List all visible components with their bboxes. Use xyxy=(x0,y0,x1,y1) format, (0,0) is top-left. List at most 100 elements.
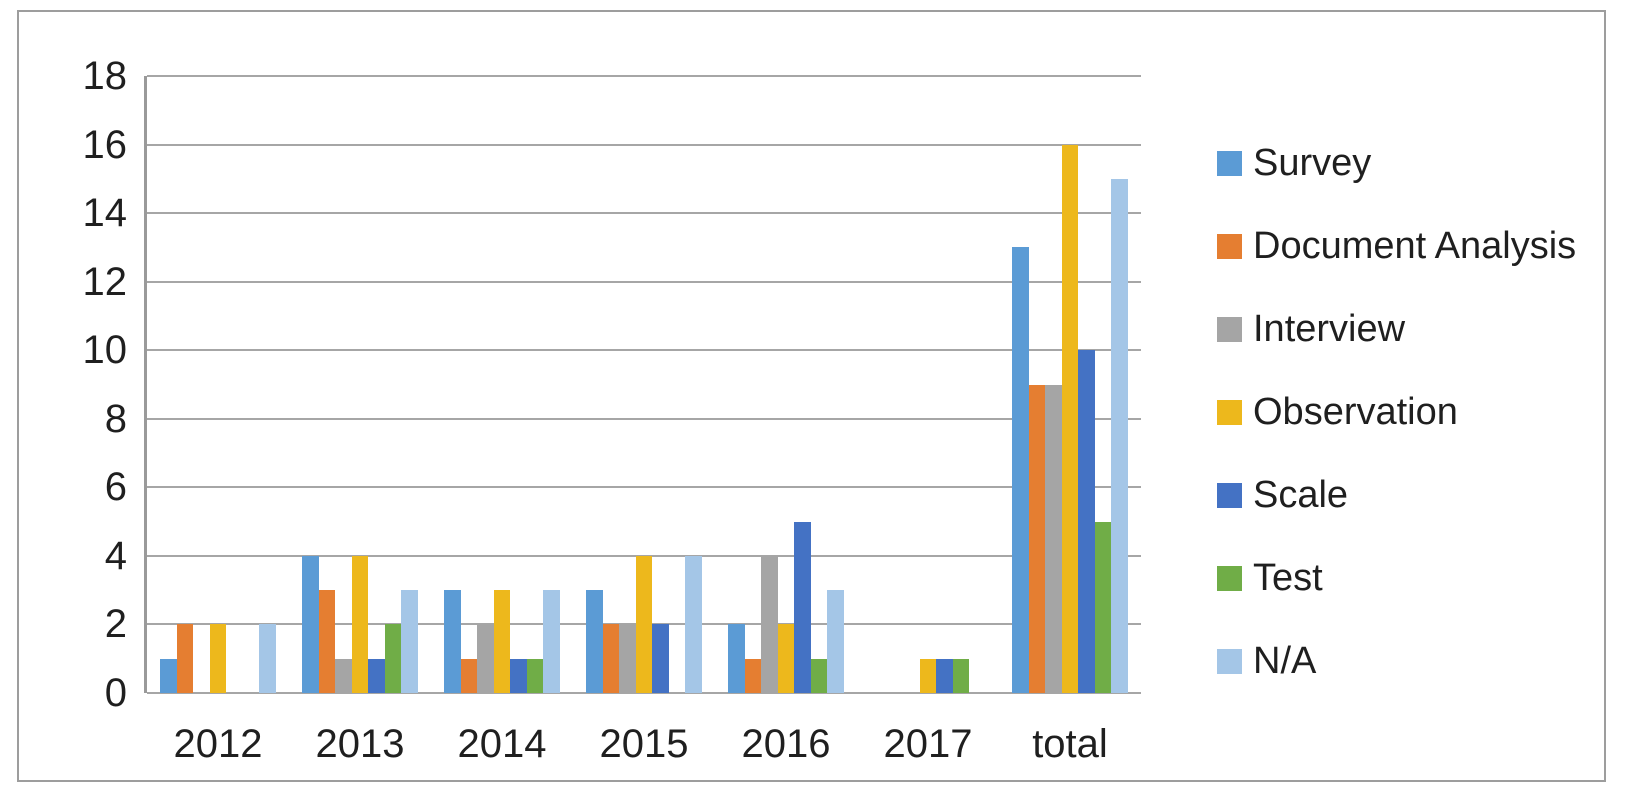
legend: Survey Document Analysis Interview Observat… xyxy=(1217,138,1576,719)
bar-slot-observation-2012 xyxy=(209,76,227,693)
bar-scale-total xyxy=(1078,350,1095,693)
y-axis-line xyxy=(144,76,147,693)
y-axis-tick-label-18: 18 xyxy=(82,54,128,98)
bar-document-analysis-2014 xyxy=(460,658,478,693)
legend-color-swatch-n-a xyxy=(1217,648,1242,674)
bar-scale-2016 xyxy=(794,521,811,693)
bar-scale-2013 xyxy=(368,658,385,693)
y-axis-tick-label-10: 10 xyxy=(82,328,128,373)
bar-slot-n-a-2012 xyxy=(259,76,277,693)
bar-slot-document-analysis-2014 xyxy=(460,76,478,693)
bar-slot-n-a-2014 xyxy=(543,76,561,693)
bar-slot-survey-2015 xyxy=(586,76,603,693)
legend-color-swatch-scale xyxy=(1217,482,1242,508)
bar-n-a-2015 xyxy=(685,555,703,693)
y-axis-tick-label-8: 8 xyxy=(104,396,127,441)
bar-group-2012 xyxy=(147,76,289,693)
x-axis-label-2012: 2012 xyxy=(173,722,263,766)
bar-slot-interview-2017 xyxy=(903,76,920,693)
bar-slot-document-analysis-2012 xyxy=(176,76,194,693)
bar-slot-n-a-total xyxy=(1111,76,1129,693)
gridline-8 xyxy=(147,417,1141,420)
gridline-14 xyxy=(147,212,1141,215)
chart-frame: 0 2 4 6 8 10 12 14 16 18 2012 2013 2014 2015 2016 2017… xyxy=(17,10,1606,782)
legend-label-test: Test xyxy=(1253,557,1323,599)
gridline-10 xyxy=(147,349,1141,352)
bar-test-total xyxy=(1094,521,1112,693)
bar-observation-total xyxy=(1061,144,1079,693)
x-axis-label-2016: 2016 xyxy=(741,722,831,766)
legend-item-scale: Scale xyxy=(1217,470,1576,520)
bar-slot-survey-2017 xyxy=(870,76,887,693)
gridline-18 xyxy=(147,75,1141,77)
bar-slot-n-a-2017 xyxy=(969,76,986,693)
bar-survey-total xyxy=(1012,247,1029,693)
bar-slot-test-2013 xyxy=(384,76,402,693)
y-axis-tick-label-12: 12 xyxy=(82,259,128,304)
bar-slot-test-total xyxy=(1094,76,1112,693)
bar-document-analysis-total xyxy=(1028,384,1046,693)
bar-slot-scale-2013 xyxy=(368,76,385,693)
bar-slot-n-a-2016 xyxy=(827,76,845,693)
bar-scale-2015 xyxy=(652,624,669,693)
bar-slot-scale-2015 xyxy=(652,76,669,693)
legend-label-document-analysis: Document Analysis xyxy=(1253,225,1577,267)
bar-slot-observation-2013 xyxy=(351,76,369,693)
bar-survey-2013 xyxy=(302,555,319,693)
y-axis-tick-label-0: 0 xyxy=(104,671,127,715)
legend-label-scale: Scale xyxy=(1253,474,1349,516)
bar-slot-interview-total xyxy=(1045,76,1062,693)
bar-interview-2014 xyxy=(477,624,494,693)
gridline-16 xyxy=(147,143,1141,146)
bar-group-2013 xyxy=(289,76,431,693)
bar-observation-2013 xyxy=(351,555,369,693)
bar-interview-2013 xyxy=(335,658,352,693)
x-axis-label-2014: 2014 xyxy=(457,722,547,766)
bar-slot-observation-2015 xyxy=(635,76,653,693)
bar-slot-observation-total xyxy=(1061,76,1079,693)
x-axis-label-2013: 2013 xyxy=(315,722,405,766)
y-axis-tick-label-4: 4 xyxy=(104,533,127,578)
bar-scale-2017 xyxy=(936,658,953,693)
legend-item-observation: Observation xyxy=(1217,387,1576,437)
plot-area xyxy=(144,75,1141,694)
bar-survey-2012 xyxy=(160,658,177,693)
legend-label-n-a: N/A xyxy=(1253,640,1317,682)
bar-group-total xyxy=(999,76,1141,693)
bar-survey-2016 xyxy=(728,624,745,693)
bar-test-2013 xyxy=(384,624,402,693)
gridline-0 xyxy=(147,692,1141,694)
bar-test-2014 xyxy=(526,658,544,693)
legend-item-test: Test xyxy=(1217,553,1576,603)
bar-document-analysis-2015 xyxy=(602,624,620,693)
y-axis-tick-label-2: 2 xyxy=(104,602,127,647)
bar-slot-scale-2012 xyxy=(226,76,243,693)
bar-survey-2015 xyxy=(586,590,603,693)
bar-scale-2014 xyxy=(510,658,527,693)
legend-item-document-analysis: Document Analysis xyxy=(1217,221,1576,271)
bar-n-a-2013 xyxy=(401,590,419,693)
y-axis-tick-label-16: 16 xyxy=(82,122,128,167)
bar-slot-survey-2013 xyxy=(302,76,319,693)
legend-item-interview: Interview xyxy=(1217,304,1576,354)
bar-slot-observation-2014 xyxy=(493,76,511,693)
bar-slot-scale-2014 xyxy=(510,76,527,693)
bar-n-a-2016 xyxy=(827,590,845,693)
bar-slot-observation-2017 xyxy=(919,76,937,693)
bar-slot-observation-2016 xyxy=(777,76,795,693)
bar-n-a-2014 xyxy=(543,590,561,693)
bar-observation-2012 xyxy=(209,624,227,693)
bar-interview-total xyxy=(1045,384,1062,693)
bar-slot-scale-total xyxy=(1078,76,1095,693)
bar-slot-test-2015 xyxy=(669,76,686,693)
bar-interview-2016 xyxy=(761,555,778,693)
bar-observation-2014 xyxy=(493,590,511,693)
bar-slot-test-2017 xyxy=(952,76,970,693)
bar-slot-interview-2015 xyxy=(619,76,636,693)
bar-slot-survey-2012 xyxy=(160,76,177,693)
bar-slot-test-2012 xyxy=(243,76,260,693)
bar-slot-document-analysis-2013 xyxy=(318,76,336,693)
legend-item-survey: Survey xyxy=(1217,138,1576,188)
legend-color-swatch-test xyxy=(1217,565,1242,591)
